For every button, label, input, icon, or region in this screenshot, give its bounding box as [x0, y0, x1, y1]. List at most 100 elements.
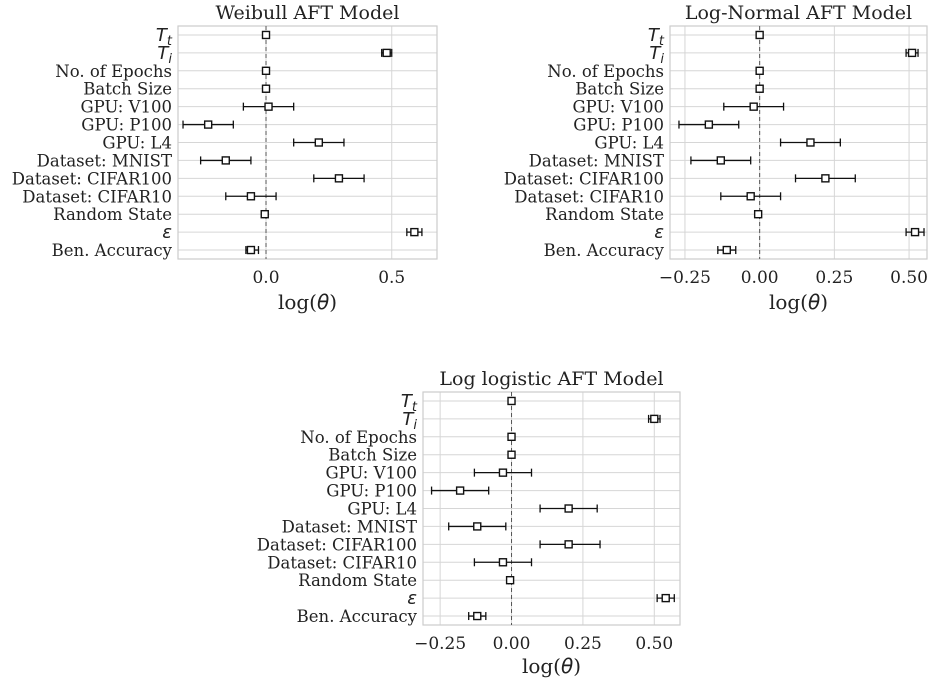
x-tick-label: 0.0	[252, 268, 279, 288]
point-estimate-marker	[473, 611, 482, 621]
point-estimate-marker	[382, 48, 391, 58]
plot-frame	[422, 391, 681, 626]
point-estimate-marker	[261, 30, 271, 40]
y-tick-label: GPU: V100	[325, 464, 417, 483]
x-tick-label: 0.50	[890, 268, 928, 288]
point-estimate-marker	[261, 84, 271, 93]
point-estimate-marker	[334, 174, 344, 183]
y-tick-label: ε	[162, 222, 172, 243]
point-estimate-marker	[410, 227, 419, 237]
point-estimate-marker	[264, 102, 273, 111]
point-estimate-marker	[507, 432, 516, 442]
x-tick-label: 0.25	[564, 634, 602, 654]
x-axis-label: log(θ)	[769, 290, 828, 314]
y-tick-label: Ti	[402, 409, 417, 433]
y-tick-label: GPU: L4	[347, 500, 417, 519]
point-estimate-marker	[746, 192, 755, 201]
point-estimate-marker	[755, 84, 764, 93]
y-tick-label: GPU: P100	[81, 116, 172, 135]
point-estimate-marker	[246, 245, 256, 255]
y-tick-label: Batch Size	[575, 80, 664, 99]
chart-title: Weibull AFT Model	[216, 2, 400, 24]
point-estimate-marker	[722, 245, 731, 255]
y-tick-label: Random State	[53, 205, 172, 224]
plot-frame	[177, 25, 438, 260]
point-estimate-marker	[498, 468, 508, 477]
x-tick-label: 0.25	[815, 268, 853, 288]
point-estimate-marker	[221, 156, 230, 165]
y-tick-label: Tt	[648, 25, 665, 49]
y-tick-label: GPU: V100	[572, 98, 664, 117]
y-tick-label: Dataset: MNIST	[282, 517, 417, 536]
y-tick-label: Batch Size	[83, 80, 172, 99]
y-tick-label: GPU: P100	[326, 482, 417, 501]
point-estimate-marker	[755, 30, 764, 40]
point-estimate-marker	[261, 66, 271, 76]
x-tick-label: 0.00	[493, 634, 531, 654]
y-tick-label: No. of Epochs	[300, 428, 417, 447]
point-estimate-marker	[753, 209, 763, 219]
point-estimate-marker	[749, 102, 758, 111]
y-tick-label: Ti	[649, 43, 664, 67]
y-tick-label: Random State	[298, 571, 417, 590]
point-estimate-marker	[650, 414, 659, 424]
y-tick-label: Dataset: CIFAR100	[504, 169, 664, 188]
point-estimate-marker	[716, 156, 726, 165]
point-estimate-marker	[821, 174, 830, 183]
point-estimate-marker	[203, 120, 213, 129]
point-estimate-marker	[498, 558, 508, 567]
y-tick-label: GPU: V100	[80, 98, 172, 117]
plot-frame	[669, 25, 928, 260]
point-estimate-marker	[246, 192, 256, 201]
y-tick-label: Tt	[156, 25, 173, 49]
y-tick-label: Dataset: MNIST	[529, 151, 664, 170]
point-estimate-marker	[910, 227, 920, 237]
point-estimate-marker	[507, 450, 516, 459]
y-tick-label: Dataset: CIFAR100	[257, 535, 417, 554]
point-estimate-marker	[564, 540, 573, 549]
x-axis-label: log(θ)	[522, 654, 581, 678]
point-estimate-marker	[661, 593, 670, 603]
point-estimate-marker	[907, 48, 917, 58]
y-tick-label: No. of Epochs	[547, 62, 664, 81]
x-axis-label: log(θ)	[278, 290, 337, 314]
y-tick-label: Ben. Accuracy	[544, 241, 665, 260]
x-tick-label: 0.5	[378, 268, 405, 288]
point-estimate-marker	[473, 522, 482, 531]
x-tick-label: 0.50	[635, 634, 673, 654]
y-tick-label: Dataset: MNIST	[37, 151, 172, 170]
point-estimate-marker	[755, 66, 764, 76]
point-estimate-marker	[455, 486, 465, 495]
point-estimate-marker	[704, 120, 714, 129]
x-tick-label: −0.25	[659, 268, 711, 288]
y-tick-label: Random State	[545, 205, 664, 224]
y-tick-label: Tt	[401, 391, 418, 415]
y-tick-label: ε	[407, 588, 417, 609]
y-tick-label: Batch Size	[328, 446, 417, 465]
point-estimate-marker	[564, 504, 573, 513]
y-tick-label: Dataset: CIFAR10	[22, 187, 172, 206]
y-tick-label: ε	[654, 222, 664, 243]
point-estimate-marker	[314, 138, 324, 147]
chart-title: Log-Normal AFT Model	[685, 2, 912, 24]
point-estimate-marker	[507, 396, 516, 406]
y-tick-label: No. of Epochs	[55, 62, 172, 81]
y-tick-label: Ben. Accuracy	[52, 241, 173, 260]
y-tick-label: Dataset: CIFAR10	[267, 553, 417, 572]
y-tick-label: Ti	[157, 43, 172, 67]
y-tick-label: GPU: L4	[594, 134, 664, 153]
chart-title: Log logistic AFT Model	[439, 368, 663, 390]
y-tick-label: Dataset: CIFAR10	[514, 187, 664, 206]
point-estimate-marker	[260, 209, 269, 219]
y-tick-label: Ben. Accuracy	[297, 607, 418, 626]
y-tick-label: GPU: P100	[573, 116, 664, 135]
point-estimate-marker	[505, 575, 515, 585]
x-tick-label: −0.25	[414, 634, 466, 654]
y-tick-label: Dataset: CIFAR100	[12, 169, 172, 188]
point-estimate-marker	[806, 138, 815, 147]
x-tick-label: 0.00	[741, 268, 779, 288]
